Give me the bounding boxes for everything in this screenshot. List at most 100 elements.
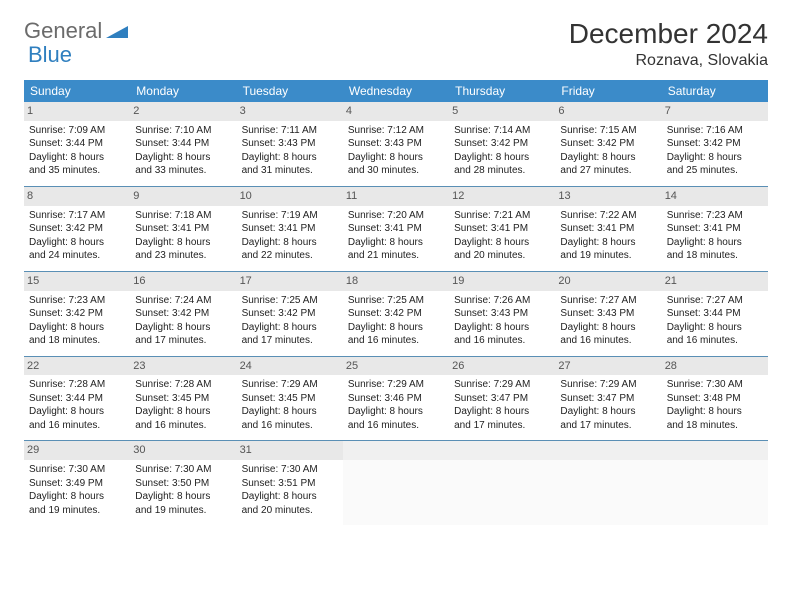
day-number-empty xyxy=(449,441,555,460)
day-info-line: Sunrise: 7:23 AM xyxy=(667,209,763,223)
day-info-line: Sunrise: 7:20 AM xyxy=(348,209,444,223)
calendar-day-cell: 6Sunrise: 7:15 AMSunset: 3:42 PMDaylight… xyxy=(555,102,661,186)
calendar-day-cell xyxy=(343,441,449,525)
day-info-line: and 16 minutes. xyxy=(29,419,125,433)
day-info-line: Sunrise: 7:24 AM xyxy=(135,294,231,308)
calendar-week-row: 1Sunrise: 7:09 AMSunset: 3:44 PMDaylight… xyxy=(24,102,768,186)
day-number: 13 xyxy=(555,187,661,206)
day-info-line: Sunrise: 7:17 AM xyxy=(29,209,125,223)
day-info-line: Sunset: 3:41 PM xyxy=(242,222,338,236)
calendar-day-cell: 28Sunrise: 7:30 AMSunset: 3:48 PMDayligh… xyxy=(662,356,768,441)
day-number: 23 xyxy=(130,357,236,376)
day-info-line: and 16 minutes. xyxy=(348,419,444,433)
day-info-line: Sunset: 3:42 PM xyxy=(560,137,656,151)
day-info-line: Sunset: 3:42 PM xyxy=(242,307,338,321)
day-info-line: Sunset: 3:41 PM xyxy=(560,222,656,236)
day-number: 8 xyxy=(24,187,130,206)
day-info-line: and 22 minutes. xyxy=(242,249,338,263)
day-info-line: and 23 minutes. xyxy=(135,249,231,263)
calendar-body: 1Sunrise: 7:09 AMSunset: 3:44 PMDaylight… xyxy=(24,102,768,525)
day-header: Sunday xyxy=(24,80,130,102)
day-number-empty xyxy=(662,441,768,460)
day-info-line: and 31 minutes. xyxy=(242,164,338,178)
calendar-day-cell xyxy=(555,441,661,525)
day-info-line: Sunrise: 7:25 AM xyxy=(348,294,444,308)
day-info-line: Sunrise: 7:29 AM xyxy=(560,378,656,392)
day-info-line: Sunrise: 7:30 AM xyxy=(29,463,125,477)
calendar-day-cell: 25Sunrise: 7:29 AMSunset: 3:46 PMDayligh… xyxy=(343,356,449,441)
day-info-line: Sunset: 3:44 PM xyxy=(29,392,125,406)
day-info-line: Sunrise: 7:26 AM xyxy=(454,294,550,308)
day-info-line: and 16 minutes. xyxy=(560,334,656,348)
calendar-day-cell: 16Sunrise: 7:24 AMSunset: 3:42 PMDayligh… xyxy=(130,271,236,356)
day-info-line: Sunset: 3:41 PM xyxy=(135,222,231,236)
day-info-line: Daylight: 8 hours xyxy=(242,405,338,419)
day-info-line: Daylight: 8 hours xyxy=(135,405,231,419)
day-info-line: Daylight: 8 hours xyxy=(29,151,125,165)
day-info-line: and 30 minutes. xyxy=(348,164,444,178)
day-info-line: and 25 minutes. xyxy=(667,164,763,178)
day-info-line: Sunset: 3:42 PM xyxy=(454,137,550,151)
day-info-line: Sunset: 3:43 PM xyxy=(454,307,550,321)
day-number-empty xyxy=(555,441,661,460)
day-info-line: and 35 minutes. xyxy=(29,164,125,178)
day-number: 2 xyxy=(130,102,236,121)
logo: General xyxy=(24,18,128,44)
calendar-table: SundayMondayTuesdayWednesdayThursdayFrid… xyxy=(24,80,768,525)
day-info-line: and 16 minutes. xyxy=(348,334,444,348)
day-number: 9 xyxy=(130,187,236,206)
logo-text-general: General xyxy=(24,18,102,44)
day-header: Wednesday xyxy=(343,80,449,102)
day-info-line: and 24 minutes. xyxy=(29,249,125,263)
calendar-day-cell: 8Sunrise: 7:17 AMSunset: 3:42 PMDaylight… xyxy=(24,186,130,271)
day-number: 19 xyxy=(449,272,555,291)
day-number: 28 xyxy=(662,357,768,376)
day-number: 20 xyxy=(555,272,661,291)
day-info-line: and 20 minutes. xyxy=(454,249,550,263)
calendar-day-cell: 29Sunrise: 7:30 AMSunset: 3:49 PMDayligh… xyxy=(24,441,130,525)
day-info-line: Daylight: 8 hours xyxy=(29,490,125,504)
day-info-line: Daylight: 8 hours xyxy=(242,321,338,335)
day-info-line: Daylight: 8 hours xyxy=(667,405,763,419)
day-info-line: Daylight: 8 hours xyxy=(560,405,656,419)
calendar-day-cell: 27Sunrise: 7:29 AMSunset: 3:47 PMDayligh… xyxy=(555,356,661,441)
day-info-line: Daylight: 8 hours xyxy=(560,321,656,335)
calendar-day-cell: 19 Sunrise: 7:26 AMSunset: 3:43 PMDayligh… xyxy=(449,271,555,356)
calendar-day-cell: 13Sunrise: 7:22 AMSunset: 3:41 PMDayligh… xyxy=(555,186,661,271)
day-info-line: Daylight: 8 hours xyxy=(348,405,444,419)
day-info-line: Daylight: 8 hours xyxy=(242,490,338,504)
day-info-line: Sunset: 3:41 PM xyxy=(667,222,763,236)
day-header: Friday xyxy=(555,80,661,102)
day-info-line: Sunset: 3:51 PM xyxy=(242,477,338,491)
day-info-line: Daylight: 8 hours xyxy=(454,151,550,165)
day-number: 30 xyxy=(130,441,236,460)
day-header: Saturday xyxy=(662,80,768,102)
calendar-day-cell: 7Sunrise: 7:16 AMSunset: 3:42 PMDaylight… xyxy=(662,102,768,186)
day-info-line: and 17 minutes. xyxy=(242,334,338,348)
day-info-line: Sunrise: 7:30 AM xyxy=(242,463,338,477)
day-info-line: Sunset: 3:41 PM xyxy=(454,222,550,236)
day-info-line: Daylight: 8 hours xyxy=(348,151,444,165)
day-number: 14 xyxy=(662,187,768,206)
calendar-day-cell: 4Sunrise: 7:12 AMSunset: 3:43 PMDaylight… xyxy=(343,102,449,186)
calendar-week-row: 22Sunrise: 7:28 AMSunset: 3:44 PMDayligh… xyxy=(24,356,768,441)
day-info-line: and 16 minutes. xyxy=(454,334,550,348)
day-info-line: Daylight: 8 hours xyxy=(454,321,550,335)
day-info-line: Sunrise: 7:12 AM xyxy=(348,124,444,138)
day-info-line: Sunrise: 7:10 AM xyxy=(135,124,231,138)
day-info-line: and 19 minutes. xyxy=(135,504,231,518)
calendar-day-cell: 26Sunrise: 7:29 AMSunset: 3:47 PMDayligh… xyxy=(449,356,555,441)
day-number: 5 xyxy=(449,102,555,121)
day-info-line: Sunrise: 7:30 AM xyxy=(667,378,763,392)
calendar-day-cell: 12Sunrise: 7:21 AMSunset: 3:41 PMDayligh… xyxy=(449,186,555,271)
calendar-day-cell: 22Sunrise: 7:28 AMSunset: 3:44 PMDayligh… xyxy=(24,356,130,441)
day-info-line: and 27 minutes. xyxy=(560,164,656,178)
day-info-line: Sunrise: 7:29 AM xyxy=(348,378,444,392)
calendar-week-row: 8Sunrise: 7:17 AMSunset: 3:42 PMDaylight… xyxy=(24,186,768,271)
day-info-line: Sunrise: 7:27 AM xyxy=(560,294,656,308)
day-info-line: Sunset: 3:42 PM xyxy=(348,307,444,321)
day-info-line: and 20 minutes. xyxy=(242,504,338,518)
day-number: 10 xyxy=(237,187,343,206)
day-number: 4 xyxy=(343,102,449,121)
header: General December 2024 Roznava, Slovakia xyxy=(24,18,768,70)
